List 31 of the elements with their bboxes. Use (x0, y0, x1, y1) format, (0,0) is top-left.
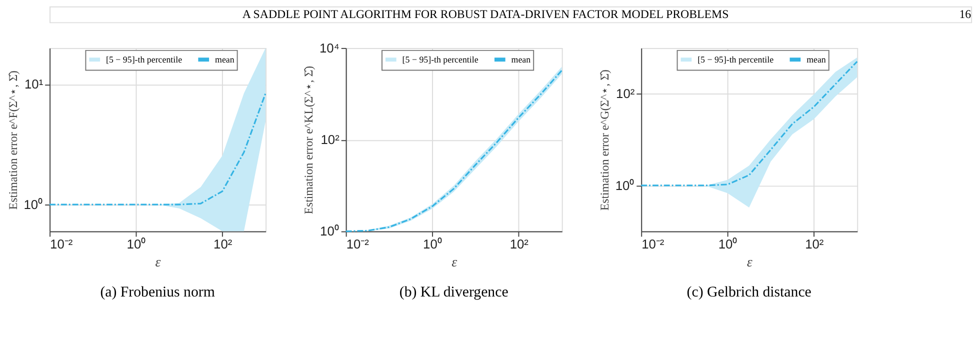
y-axis-title: Estimation error e^G(Σ^⋆, Σ̂) (597, 70, 612, 211)
x-tick-label: 10² (805, 236, 824, 252)
annotation: [5 − 95]-th percentile (106, 54, 182, 65)
text: (c) Gelbrich distance (686, 284, 812, 301)
x-tick-label: 10² (214, 236, 233, 252)
x-axis-title: ε (452, 255, 458, 270)
x-tick-label: 10⁰ (718, 236, 738, 252)
legend-label: mean (215, 54, 235, 65)
y-tick-label: 10⁰ (320, 224, 340, 239)
text: (b) KL divergence (399, 284, 509, 301)
annotation: [5 − 95]-th percentile (698, 54, 774, 65)
y-axis-title: Estimation error e^KL(Σ^⋆, Σ̂) (302, 66, 316, 214)
text: (a) Frobenius norm (100, 284, 216, 301)
x-tick-label: 10⁻² (50, 236, 74, 252)
x-tick-label: 10² (510, 236, 530, 252)
x-axis-title: ε (746, 255, 753, 270)
y-tick-label: 10¹ (24, 76, 44, 92)
annotation: [5 − 95]-th percentile (402, 54, 478, 65)
x-tick-label: 10⁻² (346, 236, 370, 252)
x-axis-title: ε (155, 255, 162, 270)
y-axis-title: Estimation error e^F(Σ^⋆, Σ̂) (6, 70, 20, 210)
x-tick-label: 10⁰ (423, 236, 442, 252)
x-tick-label: 10⁻² (642, 236, 665, 252)
line-series (48, 92, 266, 206)
legend-label: mean (511, 54, 532, 65)
y-tick-label: 10² (320, 132, 340, 148)
text: A SADDLE POINT ALGORITHM FOR ROBUST DATA-DRIVEN FACTOR MODEL PROBLEMS (242, 7, 729, 22)
y-tick-label: 10⁴ (320, 40, 340, 56)
text: 16 (959, 7, 972, 22)
x-tick-label: 10⁰ (126, 236, 146, 252)
legend-label: mean (806, 54, 826, 65)
